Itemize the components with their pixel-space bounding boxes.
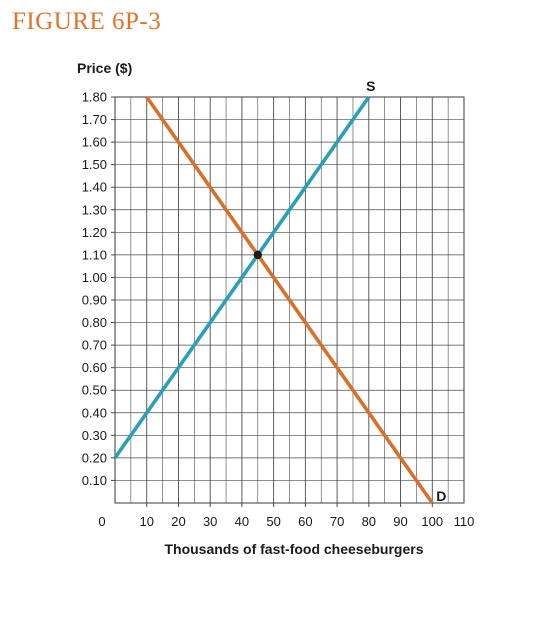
- y-tick-label: 1.40: [82, 180, 107, 195]
- y-tick-label: 0.20: [82, 450, 107, 465]
- y-tick-label: 1.10: [82, 247, 107, 262]
- x-axis-title: Thousands of fast-food cheeseburgers: [164, 541, 423, 557]
- supply-curve-label: S: [366, 78, 375, 94]
- x-tick-label: 0: [98, 514, 105, 529]
- figure-title: FIGURE 6P-3: [12, 8, 162, 35]
- y-tick-label: 1.50: [82, 157, 107, 172]
- x-tick-label: 40: [235, 514, 249, 529]
- y-tick-label: 1.30: [82, 202, 107, 217]
- y-axis-title: Price ($): [77, 60, 132, 76]
- x-tick-label: 80: [362, 514, 376, 529]
- y-tick-label: 1.00: [82, 270, 107, 285]
- y-tick-label: 1.70: [82, 112, 107, 127]
- x-tick-label: 10: [139, 514, 153, 529]
- x-tick-label: 50: [266, 514, 280, 529]
- y-tick-label: 0.50: [82, 383, 107, 398]
- x-tick-label: 110: [454, 514, 475, 529]
- x-tick-label: 90: [393, 514, 407, 529]
- equilibrium-point: [253, 250, 262, 260]
- demand-curve-label: D: [436, 488, 446, 504]
- y-tick-label: 1.60: [82, 135, 107, 150]
- y-tick-label: 0.60: [82, 360, 107, 375]
- demand-curve: [145, 95, 434, 505]
- y-tick-label: 1.80: [82, 90, 107, 105]
- x-tick-label: 20: [171, 514, 185, 529]
- y-tick-label: 0.90: [82, 293, 107, 308]
- x-tick-label: 30: [203, 514, 217, 529]
- y-tick-label: 0.30: [82, 428, 107, 443]
- x-tick-label: 60: [298, 514, 312, 529]
- tick-labels: 1.80 1.70 1.60 1.50 1.40 1.30 1.20 1.10 1.00 0.90…: [82, 90, 475, 530]
- y-tick-label: 0.10: [82, 473, 107, 488]
- y-tick-label: 1.20: [82, 225, 107, 240]
- y-tick-label: 0.40: [82, 405, 107, 420]
- y-tick-label: 0.80: [82, 315, 107, 330]
- curves: SD: [113, 78, 446, 505]
- x-tick-label: 70: [330, 514, 344, 529]
- y-tick-label: 0.70: [82, 338, 107, 353]
- supply-curve: [113, 95, 371, 459]
- x-tick-label: 100: [421, 514, 443, 529]
